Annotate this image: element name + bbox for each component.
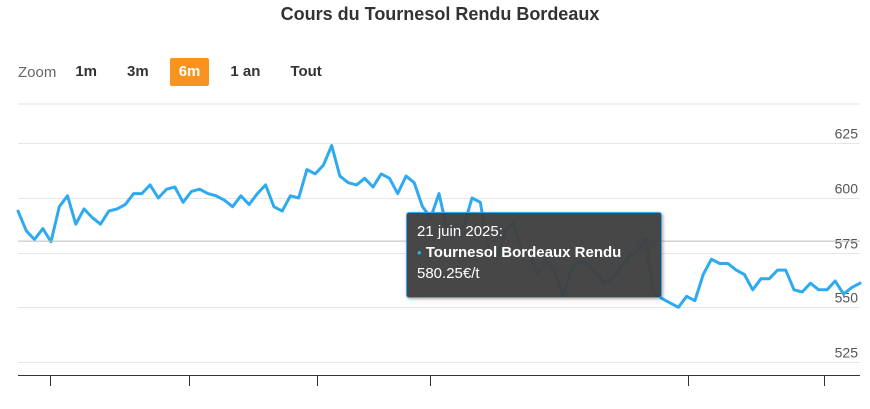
y-tick-label-625: 625 (835, 126, 859, 142)
tooltip: 21 juin 2025: • Tournesol Bordeaux Rendu… (406, 212, 662, 298)
chart-title: Cours du Tournesol Rendu Bordeaux (280, 4, 600, 24)
y-tick-label-550: 550 (835, 290, 859, 306)
zoom-selector: Zoom 1m 3m 6m 1 an Tout (18, 58, 343, 86)
zoom-button-tout[interactable]: Tout (290, 63, 322, 80)
tooltip-date: 21 juin 2025: (417, 223, 503, 240)
series-line (16, 144, 862, 309)
y-tick-label-525: 525 (835, 345, 859, 361)
tooltip-series-name: Tournesol Bordeaux Rendu (425, 244, 622, 261)
y-tick-label-600: 600 (835, 181, 859, 197)
zoom-button-6m[interactable]: 6m (169, 58, 210, 86)
tooltip-value: 580.25€/t (417, 265, 480, 282)
tooltip-series-row: • Tournesol Bordeaux Rendu (417, 242, 651, 263)
zoom-label: Zoom (18, 63, 57, 81)
zoom-button-1an[interactable]: 1 an (230, 63, 261, 80)
tooltip-series-bullet: • (417, 245, 422, 260)
zoom-button-3m[interactable]: 3m (127, 63, 149, 80)
zoom-button-1m[interactable]: 1m (75, 63, 98, 80)
y-tick-label-575: 575 (835, 236, 859, 252)
